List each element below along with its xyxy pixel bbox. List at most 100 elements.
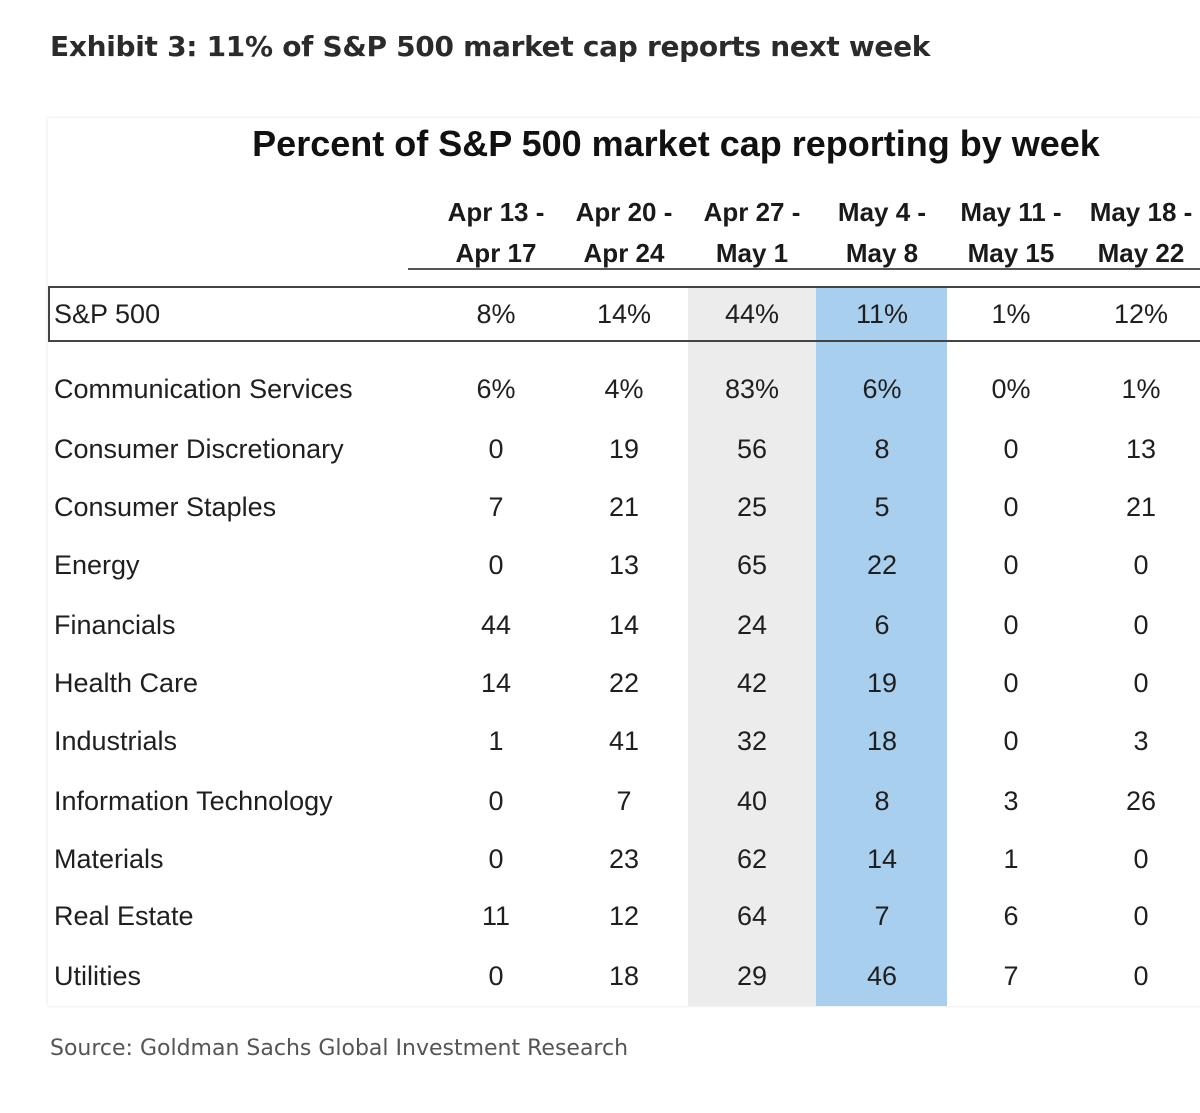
table-cell: 0 — [1133, 610, 1149, 640]
column-header-line2: May 15 — [967, 238, 1055, 268]
table-cell: 0 — [1133, 668, 1149, 698]
table-cell: 14 — [866, 844, 898, 874]
table-cell: 0 — [1133, 844, 1149, 874]
table-cell: 26 — [1125, 786, 1157, 816]
row-label: Health Care — [54, 668, 199, 698]
row-label: Utilities — [54, 961, 142, 991]
table-cell: 1 — [1003, 844, 1019, 874]
table-cell: 25 — [736, 492, 768, 522]
table-cell: 18 — [866, 726, 898, 756]
table-cell: 3 — [1133, 726, 1149, 756]
table-cell: 23 — [608, 844, 640, 874]
table-panel: Percent of S&P 500 market cap reporting … — [48, 118, 1200, 1006]
column-header-line1: May 11 - — [960, 197, 1062, 227]
row-label: Real Estate — [54, 901, 194, 931]
table-cell: 22 — [866, 550, 898, 580]
table-cell: 0 — [488, 961, 504, 991]
header-rule — [408, 268, 1200, 270]
table-cell: 32 — [736, 726, 768, 756]
row-label: Consumer Staples — [54, 492, 277, 522]
column-header: Apr 13 - Apr 17 — [431, 192, 561, 274]
column-header-line2: May 1 — [715, 238, 789, 268]
row-label: Consumer Discretionary — [54, 434, 344, 464]
table-cell: 19 — [608, 434, 640, 464]
table-cell: 3 — [1003, 786, 1019, 816]
column-header: May 11 - May 15 — [946, 192, 1076, 274]
table-cell: 56 — [736, 434, 768, 464]
table-cell: 12 — [608, 901, 640, 931]
table-cell: 21 — [608, 492, 640, 522]
table-cell: 13 — [1125, 434, 1157, 464]
table-cell: 12% — [1113, 299, 1169, 329]
exhibit-title: Exhibit 3: 11% of S&P 500 market cap rep… — [50, 30, 931, 63]
table-cell: 1% — [1121, 374, 1161, 404]
row-label: Industrials — [54, 726, 178, 756]
table-cell: 4% — [604, 374, 644, 404]
column-header-line1: Apr 20 - — [575, 197, 673, 227]
row-label: Communication Services — [54, 374, 353, 404]
column-header-line2: Apr 17 — [455, 238, 537, 268]
table-cell: 0 — [488, 786, 504, 816]
table-cell: 24 — [736, 610, 768, 640]
table-cell: 14 — [480, 668, 512, 698]
row-label: Materials — [54, 844, 164, 874]
table-cell: 8 — [874, 434, 890, 464]
source-note: Source: Goldman Sachs Global Investment … — [50, 1036, 629, 1061]
table-cell: 46 — [866, 961, 898, 991]
table-cell: 0 — [1003, 610, 1019, 640]
column-header: Apr 20 - Apr 24 — [559, 192, 689, 274]
table-cell: 1 — [488, 726, 504, 756]
table-cell: 0 — [1003, 668, 1019, 698]
column-header-line1: May 18 - — [1089, 197, 1193, 227]
table-cell: 7 — [1003, 961, 1019, 991]
table-cell: 11% — [855, 299, 909, 329]
table-cell: 6% — [476, 374, 516, 404]
table-cell: 1% — [991, 299, 1031, 329]
highlight-band-apr27 — [688, 286, 816, 1006]
table-cell: 62 — [736, 844, 768, 874]
table-cell: 0 — [1003, 550, 1019, 580]
column-header-line1: Apr 13 - — [447, 197, 545, 227]
table-cell: 0 — [488, 844, 504, 874]
table-cell: 41 — [608, 726, 640, 756]
row-label: S&P 500 — [54, 299, 161, 329]
table-cell: 0 — [1133, 901, 1149, 931]
row-label: Financials — [54, 610, 176, 640]
table-cell: 11 — [481, 901, 511, 931]
table-cell: 19 — [866, 668, 898, 698]
highlight-band-may4 — [816, 286, 947, 1006]
table-cell: 44% — [724, 299, 780, 329]
table-cell: 6 — [1003, 901, 1019, 931]
row-label: Information Technology — [54, 786, 333, 816]
table-cell: 0 — [488, 434, 504, 464]
table-cell: 40 — [736, 786, 768, 816]
table-cell: 0 — [1003, 492, 1019, 522]
column-header-line2: May 22 — [1097, 238, 1185, 268]
table-cell: 0 — [488, 550, 504, 580]
table-cell: 29 — [736, 961, 768, 991]
column-header-line1: May 4 - — [837, 197, 927, 227]
column-header: May 18 - May 22 — [1076, 192, 1200, 274]
table-cell: 65 — [736, 550, 768, 580]
table-cell: 8% — [476, 299, 516, 329]
table-cell: 7 — [616, 786, 632, 816]
table-cell: 14 — [608, 610, 640, 640]
table-cell: 7 — [874, 901, 890, 931]
table-cell: 0 — [1133, 550, 1149, 580]
column-header-line2: May 8 — [845, 238, 919, 268]
table-cell: 5 — [874, 492, 890, 522]
table-cell: 6% — [862, 374, 902, 404]
column-header-line1: Apr 27 - — [703, 197, 801, 227]
table-cell: 7 — [488, 492, 504, 522]
table-cell: 13 — [608, 550, 640, 580]
table-cell: 0 — [1003, 434, 1019, 464]
table-cell: 21 — [1125, 492, 1157, 522]
column-header: May 4 - May 8 — [817, 192, 947, 274]
table-cell: 22 — [608, 668, 640, 698]
table-title: Percent of S&P 500 market cap reporting … — [252, 123, 1100, 164]
table-cell: 14% — [596, 299, 652, 329]
table-cell: 8 — [874, 786, 890, 816]
column-header-line2: Apr 24 — [583, 238, 665, 268]
table-cell: 0 — [1133, 961, 1149, 991]
column-header: Apr 27 - May 1 — [687, 192, 817, 274]
